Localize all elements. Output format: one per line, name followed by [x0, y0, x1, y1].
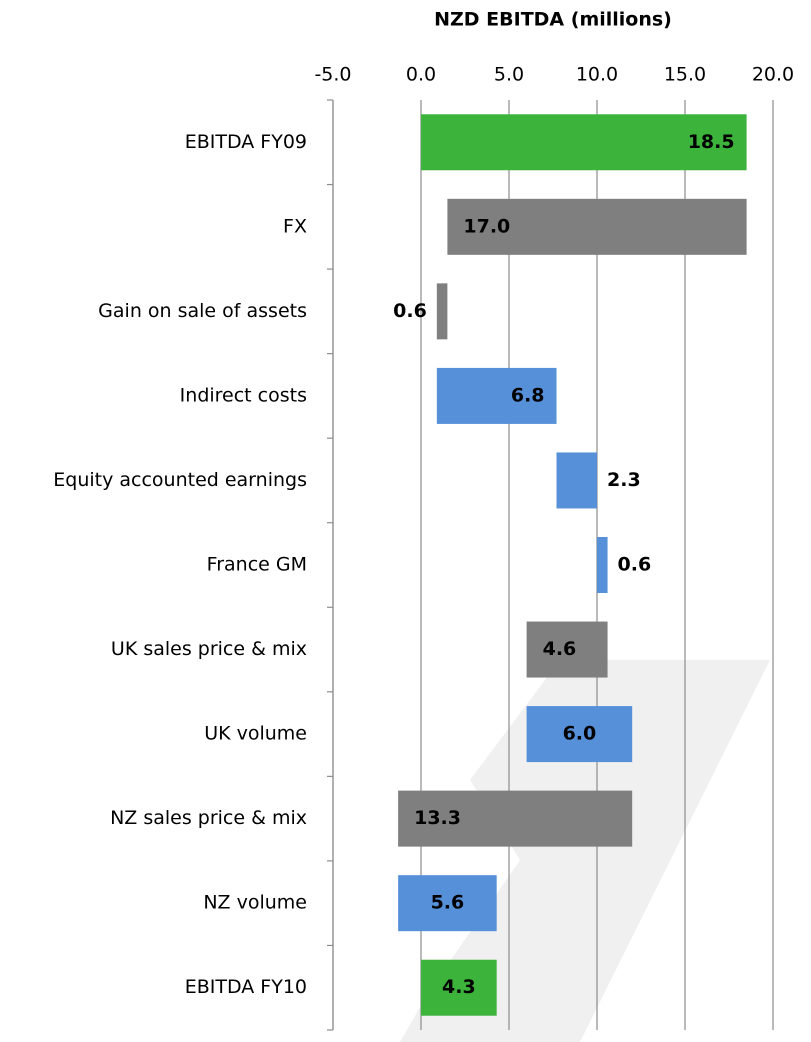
y-tick-label: NZ sales price & mix — [110, 807, 307, 829]
data-label: 18.5 — [688, 131, 735, 153]
y-tick-label: Gain on sale of assets — [98, 300, 307, 322]
y-tick-label: NZ volume — [203, 892, 307, 914]
y-tick-label: UK volume — [204, 723, 307, 745]
data-label: 2.3 — [607, 469, 641, 491]
watermark — [400, 660, 770, 1042]
y-tick-label: FX — [283, 215, 307, 237]
data-label: 13.3 — [414, 807, 461, 829]
data-label: 6.0 — [563, 723, 597, 745]
x-tick-label: 20.0 — [752, 64, 794, 86]
bar — [447, 198, 747, 255]
data-label: 0.6 — [618, 554, 652, 576]
y-tick-label: EBITDA FY10 — [185, 976, 307, 998]
y-tick-label: Equity accounted earnings — [53, 469, 307, 491]
y-tick-label: EBITDA FY09 — [185, 131, 307, 153]
data-label: 6.8 — [511, 384, 545, 406]
x-tick-label: -5.0 — [314, 64, 351, 86]
x-tick-label: 10.0 — [576, 64, 618, 86]
data-label: 4.3 — [442, 976, 476, 998]
data-label: 5.6 — [431, 892, 465, 914]
data-label: 0.6 — [393, 300, 427, 322]
bar — [421, 114, 747, 171]
bar — [398, 790, 633, 847]
x-tick-label: 0.0 — [406, 64, 436, 86]
bar — [526, 706, 633, 763]
x-axis-title: NZD EBITDA (millions) — [434, 9, 672, 31]
y-tick-label: France GM — [207, 554, 307, 576]
bar — [436, 367, 557, 424]
y-tick-label: UK sales price & mix — [111, 638, 307, 660]
data-label: 4.6 — [543, 638, 577, 660]
x-tick-label: 15.0 — [664, 64, 706, 86]
bar — [421, 959, 497, 1016]
y-tick-label: Indirect costs — [180, 384, 307, 406]
bar — [436, 283, 448, 340]
bar — [597, 537, 608, 593]
bar — [398, 875, 497, 932]
bar — [526, 621, 608, 678]
x-tick-label: 5.0 — [494, 64, 524, 86]
data-label: 17.0 — [463, 215, 510, 237]
bar — [556, 452, 597, 509]
